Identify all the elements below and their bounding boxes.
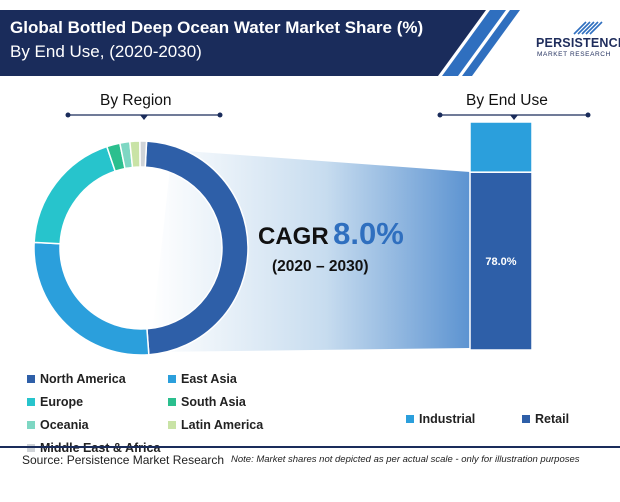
- logo-mark-icon: [573, 21, 603, 35]
- legend-swatch: [168, 398, 176, 406]
- legend-south-asia: South Asia: [168, 395, 246, 409]
- donut-slice-south-asia: [105, 142, 126, 173]
- source-credit: Source: Persistence Market Research: [22, 453, 225, 467]
- legend-swatch: [168, 421, 176, 429]
- legend-swatch: [168, 375, 176, 383]
- legend-label: Latin America: [181, 418, 264, 432]
- enduse-stacked-bar: [469, 121, 533, 351]
- cagr-value: 8.0%: [333, 216, 404, 251]
- retail-value-label: 78.0%: [485, 256, 517, 268]
- donut-slice-oceania: [118, 140, 134, 170]
- legend-label: Middle East & Africa: [40, 441, 161, 455]
- legend-label: South Asia: [181, 395, 246, 409]
- donut-slice-latin-america: [128, 140, 141, 169]
- legend-europe: Europe: [27, 395, 83, 409]
- chart-title: Global Bottled Deep Ocean Water Market S…: [10, 18, 424, 37]
- bar-segment-industrial: [469, 121, 533, 173]
- footer: Source: Persistence Market Research Note…: [0, 446, 620, 502]
- region-donut: [33, 140, 249, 356]
- legend-label: Industrial: [419, 412, 476, 426]
- header-stripe-1: [442, 10, 506, 76]
- legend-swatch: [27, 375, 35, 383]
- legend-label: Europe: [40, 395, 84, 409]
- brand-name: PERSISTENCE: [536, 36, 620, 50]
- enduse-title-rule: [437, 112, 591, 120]
- brand-tagline: MARKET RESEARCH: [537, 51, 611, 58]
- header-stripe-2: [462, 10, 520, 76]
- region-title-rule: [65, 112, 223, 120]
- legend-swatch: [27, 398, 35, 406]
- legend-east-asia: East Asia: [168, 372, 237, 386]
- cagr-period: (2020 – 2030): [272, 258, 369, 275]
- legend-swatch: [27, 444, 35, 452]
- enduse-section-title: By End Use: [466, 92, 548, 109]
- footer-rule: [0, 446, 620, 448]
- brand-logo: PERSISTENCE MARKET RESEARCH: [520, 18, 620, 66]
- legend-label: Retail: [535, 412, 570, 426]
- donut-slice-europe: [33, 145, 117, 245]
- region-section-title: By Region: [100, 92, 172, 109]
- legend-label: North America: [40, 372, 126, 386]
- donut-slice-middle-east-and-africa: [139, 140, 148, 168]
- legend-oceania: Oceania: [27, 418, 89, 432]
- legend-middle-east-africa: Middle East & Africa: [27, 441, 160, 455]
- legend-swatch: [522, 415, 530, 423]
- donut-slice-north-america: [144, 140, 249, 356]
- legend-swatch: [27, 421, 35, 429]
- header-background: [0, 10, 520, 76]
- legend-industrial: Industrial: [406, 412, 475, 426]
- cagr-callout: CAGR 8.0%: [258, 216, 404, 252]
- legend-label: Oceania: [40, 418, 89, 432]
- cagr-label: CAGR: [258, 223, 329, 250]
- header-dark-band: [0, 10, 486, 76]
- donut-slice-east-asia: [33, 241, 150, 356]
- legend-north-america: North America: [27, 372, 126, 386]
- legend-label: East Asia: [181, 372, 237, 386]
- legend-latin-america: Latin America: [168, 418, 263, 432]
- disclaimer-note: Note: Market shares not depicted as per …: [231, 454, 580, 465]
- header-banner: Global Bottled Deep Ocean Water Market S…: [0, 0, 620, 78]
- chart-subtitle: By End Use, (2020-2030): [10, 42, 202, 61]
- legend-swatch: [406, 415, 414, 423]
- legend-retail: Retail: [522, 412, 569, 426]
